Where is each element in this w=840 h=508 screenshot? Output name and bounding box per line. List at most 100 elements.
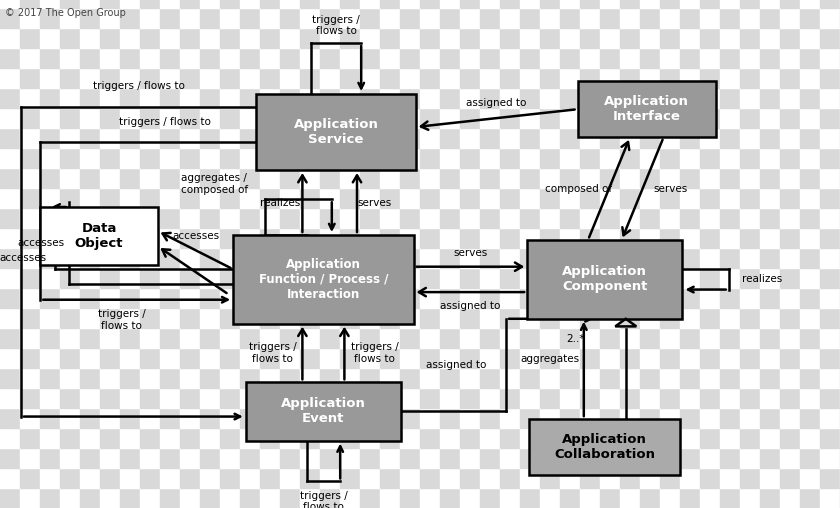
Bar <box>400 128 420 148</box>
Bar <box>100 348 120 368</box>
Bar <box>300 148 320 168</box>
Bar <box>700 168 720 188</box>
Bar <box>200 408 220 428</box>
Bar <box>420 288 440 308</box>
Bar <box>720 348 740 368</box>
Bar <box>120 208 140 228</box>
Bar <box>360 288 380 308</box>
Bar <box>0 388 20 408</box>
Bar <box>540 288 560 308</box>
Text: Application
Collaboration: Application Collaboration <box>554 433 655 461</box>
Bar <box>760 468 780 488</box>
Bar <box>260 408 280 428</box>
Bar <box>520 48 540 68</box>
Bar <box>660 368 680 388</box>
Bar <box>420 488 440 508</box>
Bar <box>200 268 220 288</box>
Bar <box>500 208 520 228</box>
Bar <box>600 148 620 168</box>
Bar <box>220 48 240 68</box>
Bar <box>800 28 820 48</box>
Bar <box>720 88 740 108</box>
Bar <box>220 128 240 148</box>
Bar <box>140 448 160 468</box>
Bar <box>340 348 360 368</box>
Bar <box>460 268 480 288</box>
Bar <box>260 168 280 188</box>
Bar <box>700 248 720 268</box>
Bar <box>160 68 180 88</box>
Bar <box>620 268 640 288</box>
Bar <box>400 348 420 368</box>
Bar <box>360 388 380 408</box>
Bar <box>120 248 140 268</box>
Bar <box>680 248 700 268</box>
Bar <box>160 288 180 308</box>
Bar <box>640 208 660 228</box>
Bar <box>480 28 500 48</box>
Bar <box>360 8 380 28</box>
Bar <box>380 408 400 428</box>
Bar <box>40 388 60 408</box>
Bar <box>440 448 460 468</box>
Bar <box>640 168 660 188</box>
Bar <box>560 148 580 168</box>
Bar <box>240 228 260 248</box>
FancyBboxPatch shape <box>529 419 680 475</box>
Bar <box>400 168 420 188</box>
Bar <box>700 188 720 208</box>
Bar <box>60 388 80 408</box>
Bar <box>160 88 180 108</box>
Bar <box>460 188 480 208</box>
Bar <box>260 248 280 268</box>
Bar <box>380 88 400 108</box>
Bar <box>0 48 20 68</box>
Bar <box>320 8 340 28</box>
Bar <box>400 228 420 248</box>
Bar <box>580 48 600 68</box>
Text: serves: serves <box>358 198 392 208</box>
Bar <box>380 188 400 208</box>
Bar <box>100 288 120 308</box>
Bar <box>820 68 840 88</box>
Bar <box>700 468 720 488</box>
Bar <box>460 448 480 468</box>
Bar <box>820 308 840 328</box>
Bar <box>780 28 800 48</box>
Bar <box>180 448 200 468</box>
Bar <box>660 448 680 468</box>
Bar <box>740 28 760 48</box>
Bar <box>620 468 640 488</box>
Bar <box>480 268 500 288</box>
Bar <box>280 288 300 308</box>
Bar <box>740 208 760 228</box>
Bar <box>700 0 720 8</box>
Bar <box>380 208 400 228</box>
Bar <box>0 68 20 88</box>
Bar <box>340 488 360 508</box>
Bar <box>260 368 280 388</box>
Bar <box>40 368 60 388</box>
Bar <box>680 428 700 448</box>
Bar <box>780 328 800 348</box>
Bar <box>380 48 400 68</box>
Bar <box>240 408 260 428</box>
Bar <box>60 88 80 108</box>
Bar <box>420 388 440 408</box>
Bar <box>780 348 800 368</box>
Bar <box>700 348 720 368</box>
Bar <box>520 88 540 108</box>
Bar <box>800 208 820 228</box>
Bar <box>380 28 400 48</box>
Bar <box>560 208 580 228</box>
Bar <box>680 168 700 188</box>
Bar <box>360 108 380 128</box>
Bar <box>620 128 640 148</box>
Bar <box>440 68 460 88</box>
Bar <box>740 488 760 508</box>
Bar <box>600 8 620 28</box>
Bar <box>520 28 540 48</box>
Bar <box>440 468 460 488</box>
Bar <box>460 28 480 48</box>
Bar <box>660 408 680 428</box>
